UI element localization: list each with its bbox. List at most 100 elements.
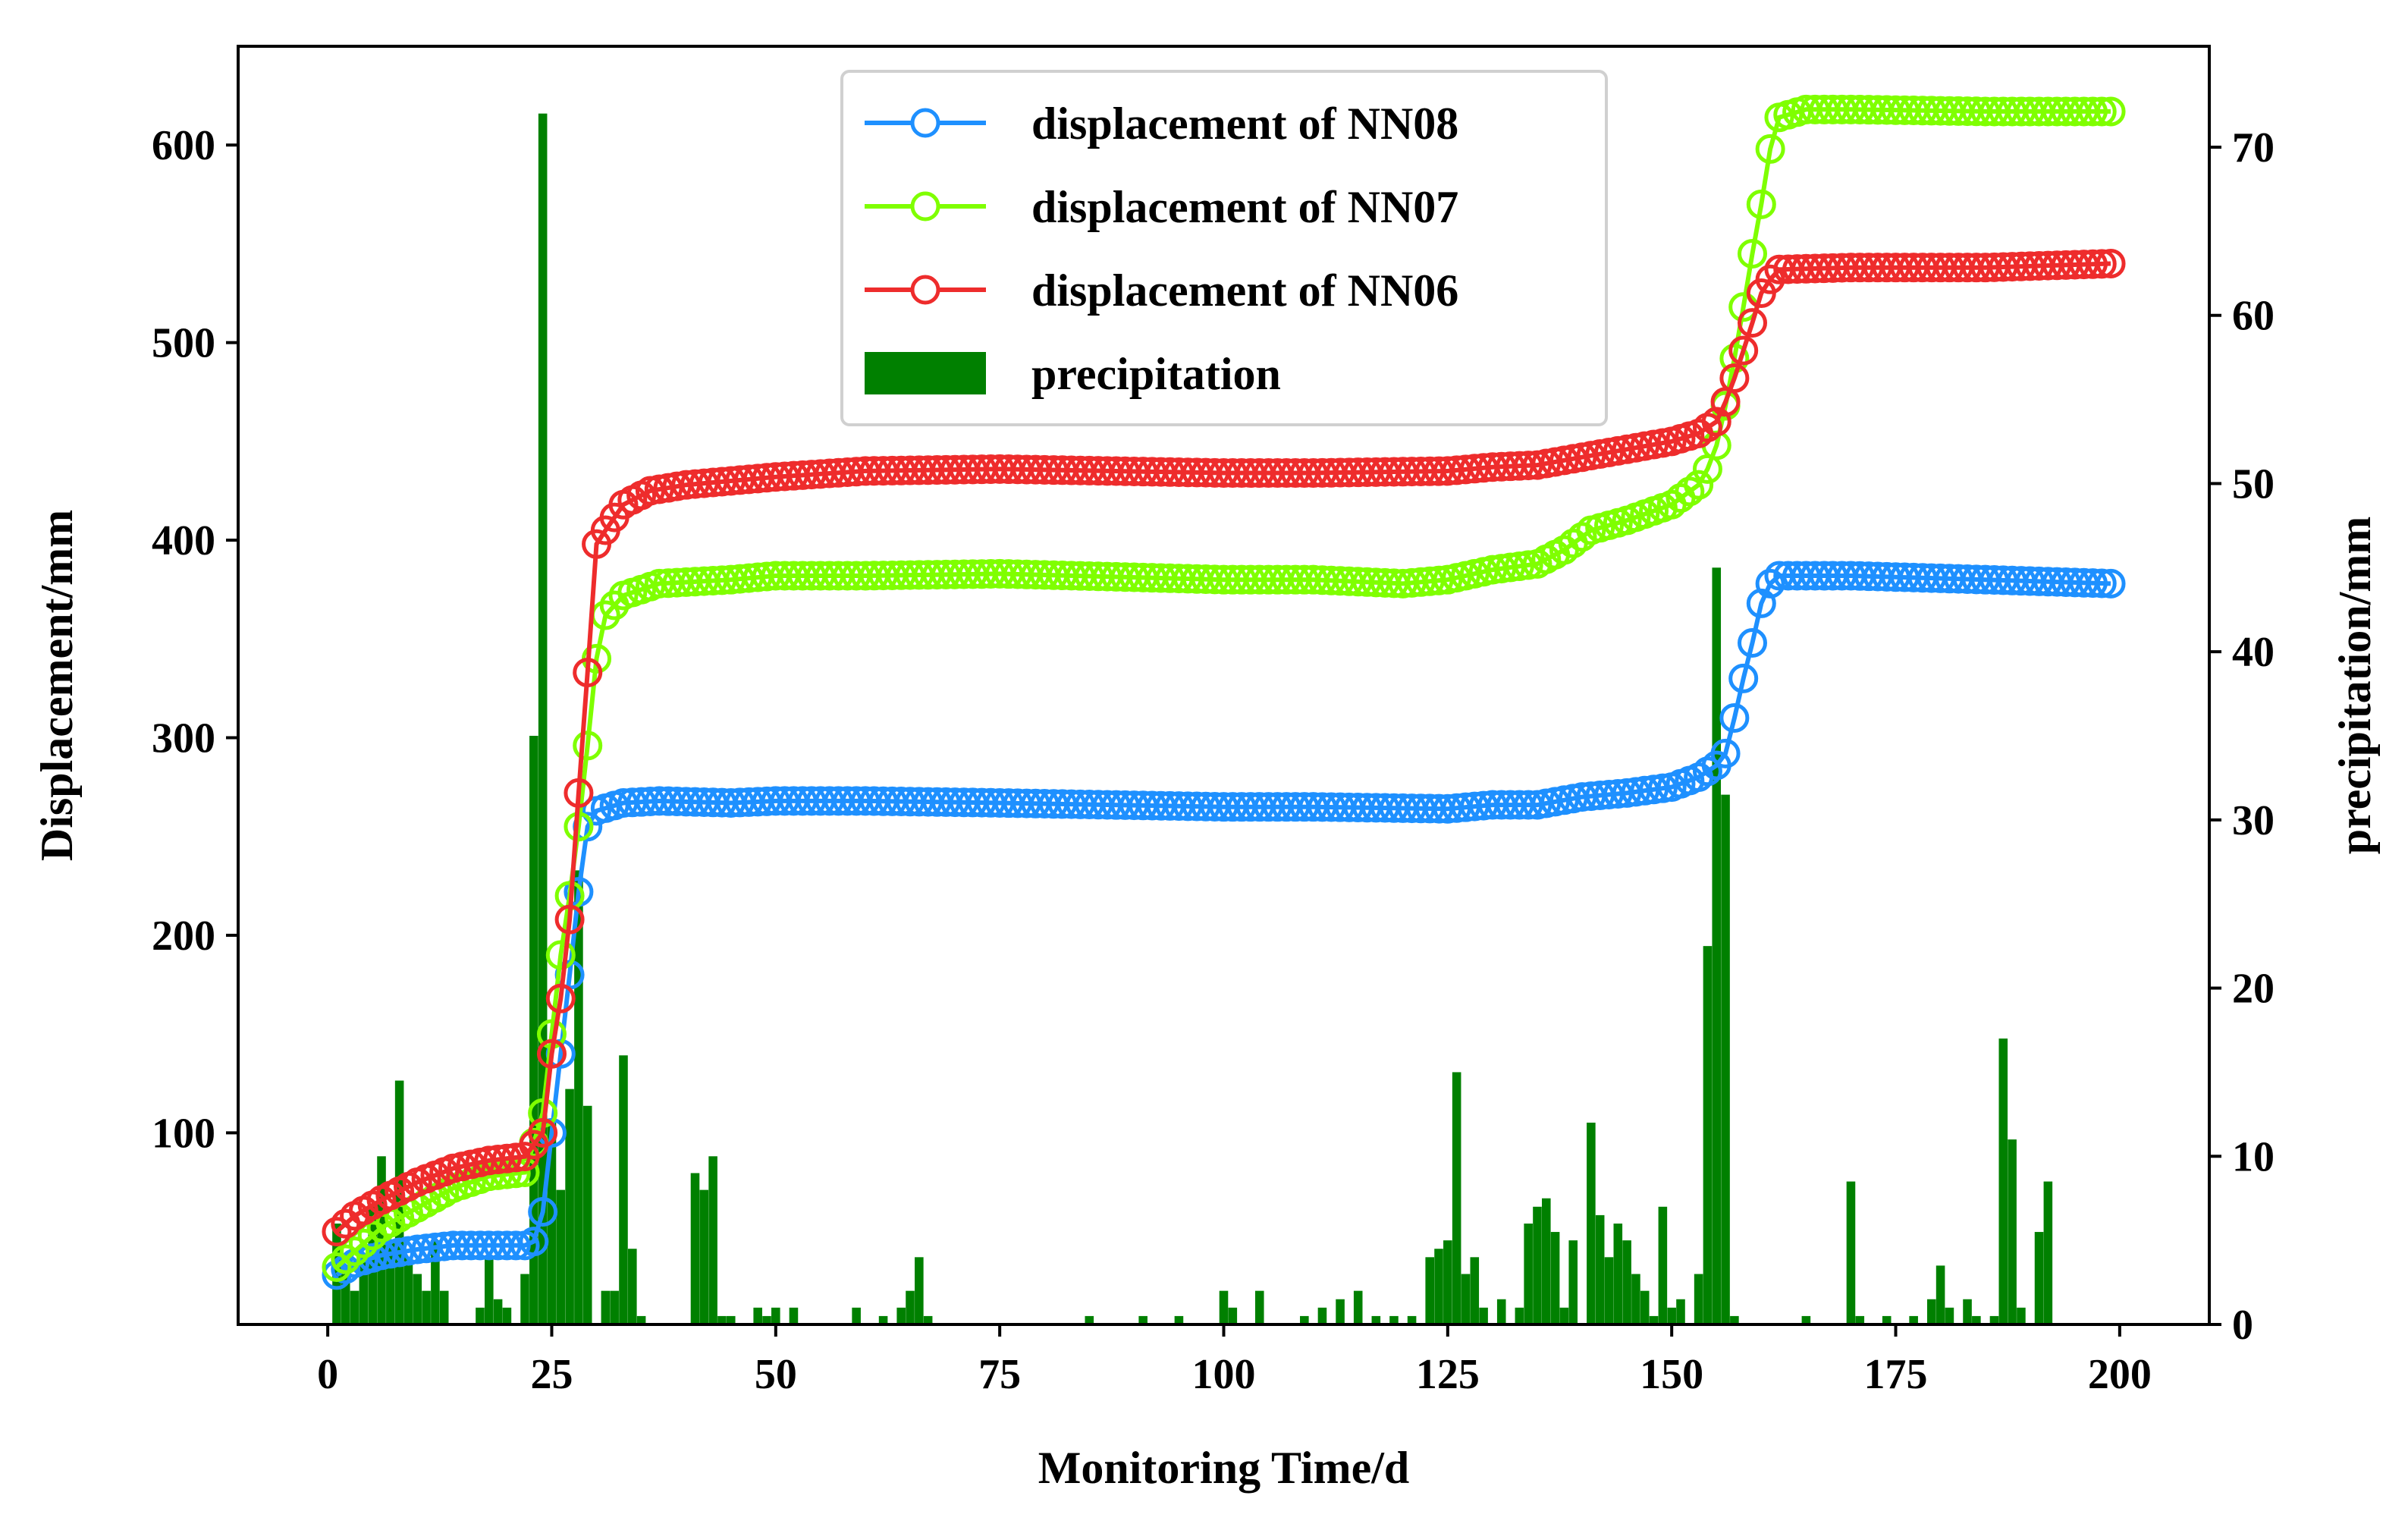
precipitation-bar xyxy=(753,1307,762,1324)
precipitation-bar xyxy=(1524,1223,1533,1324)
precipitation-bar xyxy=(529,736,538,1324)
precipitation-bar xyxy=(1998,1038,2008,1324)
precipitation-bar xyxy=(1434,1249,1443,1324)
y-tick-label: 400 xyxy=(152,517,215,564)
precipitation-bar xyxy=(878,1315,888,1324)
y-tick-label: 600 xyxy=(152,122,215,169)
precipitation-bar xyxy=(1945,1307,1954,1324)
y2-tick-label: 30 xyxy=(2232,797,2275,844)
x-axis-title: Monitoring Time/d xyxy=(1038,1443,1410,1493)
series-point-nn07 xyxy=(2086,96,2117,127)
precipitation-bar xyxy=(350,1290,359,1324)
precipitation-bar xyxy=(1138,1315,1147,1324)
series-point-nn07 xyxy=(1684,470,1714,500)
series-point-nn07 xyxy=(1738,238,1768,269)
series-point-nn06 xyxy=(554,904,585,935)
precipitation-bar xyxy=(1496,1299,1506,1324)
precipitation-bar xyxy=(1174,1315,1184,1324)
series-point-nn06 xyxy=(536,1038,567,1069)
precipitation-bar xyxy=(1622,1240,1631,1324)
precipitation-bar xyxy=(1676,1299,1685,1324)
precipitation-bar xyxy=(1972,1315,1981,1324)
precipitation-bar xyxy=(1479,1307,1488,1324)
precipitation-bar xyxy=(1801,1315,1811,1324)
precipitation-bar xyxy=(610,1290,619,1324)
series-point-nn08 xyxy=(501,1230,531,1261)
series-point-nn08 xyxy=(2077,568,2108,599)
series-point-nn07 xyxy=(1755,134,1785,164)
y-tick-label: 100 xyxy=(152,1110,215,1157)
precipitation-bar xyxy=(1846,1181,1856,1324)
precipitation-bar xyxy=(619,1055,628,1324)
precipitation-bar xyxy=(1254,1290,1264,1324)
precipitation-bar xyxy=(1712,567,1722,1324)
series-point-nn06 xyxy=(2096,248,2126,278)
precipitation-bar xyxy=(726,1315,736,1324)
x-tick-label: 25 xyxy=(530,1351,573,1398)
y-tick-label: 200 xyxy=(152,913,215,960)
series-point-nn07 xyxy=(2096,96,2126,127)
precipitation-bar xyxy=(1371,1315,1381,1324)
series-point-nn07 xyxy=(340,1236,370,1267)
precipitation-bar xyxy=(906,1290,915,1324)
precipitation-bar xyxy=(1568,1240,1578,1324)
precipitation-bar xyxy=(1703,946,1713,1324)
precipitation-bar xyxy=(717,1315,727,1324)
y2-tick-label: 0 xyxy=(2232,1302,2253,1349)
series-point-nn06 xyxy=(1738,308,1768,338)
legend-box xyxy=(840,70,1608,426)
precipitation-bar xyxy=(2034,1232,2044,1324)
precipitation-bar xyxy=(1936,1265,1945,1324)
precipitation-bar xyxy=(422,1290,431,1324)
series-point-nn07 xyxy=(1746,189,1776,219)
legend: displacement of NN08 displacement of NN07… xyxy=(840,70,1608,426)
legend-marker-nn08 xyxy=(910,108,940,138)
x-tick-label: 0 xyxy=(317,1351,338,1398)
legend-label-precipitation: precipitation xyxy=(1031,349,1281,399)
series-point-nn07 xyxy=(573,731,603,761)
series-point-nn07 xyxy=(331,1244,361,1274)
x-tick-label: 150 xyxy=(1640,1351,1703,1398)
y-axis-title: Displacement/mm xyxy=(32,510,82,861)
precipitation-bar xyxy=(2008,1139,2017,1324)
precipitation-bar xyxy=(1631,1274,1640,1324)
y-tick-label: 500 xyxy=(152,320,215,367)
series-point-nn07 xyxy=(348,1228,378,1258)
precipitation-bar xyxy=(1228,1307,1238,1324)
precipitation-bar xyxy=(1587,1122,1596,1324)
series-point-nn06 xyxy=(545,983,576,1013)
precipitation-bar xyxy=(1658,1206,1668,1324)
precipitation-bar xyxy=(484,1257,494,1324)
precipitation-bar xyxy=(431,1240,440,1324)
x-tick-label: 175 xyxy=(1864,1351,1928,1398)
y2-axis-title: precipitation/mm xyxy=(2330,517,2380,855)
series-point-nn06 xyxy=(564,778,594,808)
series-point-nn08 xyxy=(1728,663,1759,693)
x-tick-label: 50 xyxy=(755,1351,797,1398)
series-point-nn06 xyxy=(2077,249,2108,279)
precipitation-bar xyxy=(1667,1307,1676,1324)
precipitation-bar xyxy=(2017,1307,2026,1324)
precipitation-bar xyxy=(1533,1206,1542,1324)
y2-tick-label: 20 xyxy=(2232,966,2275,1013)
precipitation-bar xyxy=(502,1307,512,1324)
precipitation-bar xyxy=(1300,1315,1309,1324)
precipitation-bar xyxy=(1389,1315,1399,1324)
precipitation-bar xyxy=(601,1290,611,1324)
precipitation-bar xyxy=(1989,1315,1999,1324)
precipitation-bar xyxy=(439,1290,449,1324)
y2-tick-label: 10 xyxy=(2232,1133,2275,1180)
precipitation-bar xyxy=(493,1299,503,1324)
precipitation-bar xyxy=(1963,1299,1972,1324)
precipitation-bar xyxy=(1909,1315,1918,1324)
precipitation-bar xyxy=(708,1156,717,1324)
precipitation-bar xyxy=(2043,1181,2053,1324)
precipitation-bar xyxy=(386,1240,395,1324)
series-point-nn06 xyxy=(573,658,603,688)
precipitation-bar xyxy=(1649,1315,1659,1324)
legend-marker-nn06 xyxy=(910,275,940,305)
legend-marker-nn07 xyxy=(910,191,940,222)
precipitation-bar xyxy=(1407,1315,1417,1324)
